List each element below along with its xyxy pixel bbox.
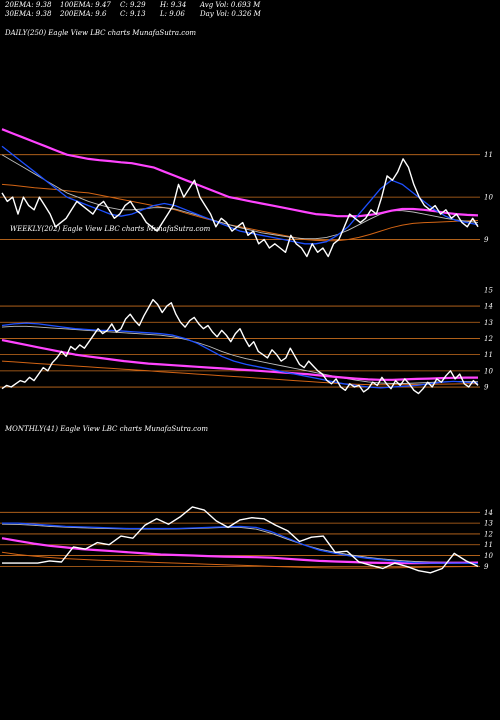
- weekly-y-tick-6: 9: [484, 384, 489, 392]
- stat-high: H: 9.34: [160, 1, 187, 9]
- stat-ema100: 100EMA: 9.47: [60, 1, 111, 9]
- stat-close-2: C: 9.13: [120, 10, 146, 18]
- daily-ema-blue-line: [1, 145, 479, 245]
- daily-y-tick-0: 11: [484, 151, 493, 159]
- stat-avg-vol: Avg Vol: 0.693 M: [200, 1, 261, 9]
- daily-y-tick-2: 9: [484, 236, 489, 244]
- monthly-chart-title: MONTHLY(41) Eagle View LBC charts Munafa…: [5, 425, 208, 433]
- monthly-ema-blue-line: [2, 522, 479, 565]
- stat-close-1: C: 9.29: [120, 1, 146, 9]
- weekly-y-tick-4: 11: [484, 351, 493, 359]
- monthly-y-tick-0: 14: [484, 509, 493, 517]
- monthly-y-tick-4: 10: [484, 552, 493, 560]
- monthly-ema-gray-line: [1, 523, 479, 564]
- daily-price-line: [1, 158, 479, 258]
- stat-low: L: 9.06: [160, 10, 185, 18]
- monthly-y-tick-2: 12: [484, 530, 493, 538]
- monthly-y-tick-1: 13: [484, 520, 493, 528]
- weekly-y-tick-1: 14: [484, 303, 493, 311]
- indicator-header: 20EMA: 9.38 100EMA: 9.47 C: 9.29 H: 9.34…: [5, 0, 495, 22]
- daily-ema-gray-line: [1, 154, 479, 240]
- weekly-ema-magenta-line: [1, 339, 478, 381]
- daily-ema-magenta-line: [1, 128, 479, 218]
- daily-ema-orange-line: [1, 183, 479, 242]
- stat-day-vol: Day Vol: 0.326 M: [200, 10, 261, 18]
- weekly-y-tick-2: 13: [484, 319, 493, 327]
- stat-ema200: 200EMA: 9.6: [60, 10, 107, 18]
- weekly-chart-title: WEEKLY(202) Eagle View LBC charts Munafa…: [10, 225, 211, 233]
- daily-y-tick-1: 10: [484, 194, 493, 202]
- weekly-ema-blue-line: [1, 322, 479, 389]
- weekly-panel: 15 14 13 12 11 10 9: [0, 286, 493, 395]
- weekly-price-line: [1, 298, 479, 395]
- weekly-y-tick-0: 15: [484, 286, 493, 294]
- stat-ema20: 20EMA: 9.38: [5, 1, 52, 9]
- monthly-panel: 14 13 12 11 10 9: [0, 506, 493, 574]
- weekly-y-tick-3: 12: [484, 335, 493, 343]
- daily-panel: 11 10 9: [0, 128, 493, 258]
- monthly-ema-magenta-line: [1, 537, 479, 565]
- monthly-ema-orange-line: [1, 551, 479, 569]
- weekly-y-tick-5: 10: [484, 367, 493, 375]
- monthly-price-line: [2, 506, 479, 574]
- daily-chart-title: DAILY(250) Eagle View LBC charts MunafaS…: [5, 29, 197, 37]
- stat-ema30: 30EMA: 9.38: [5, 10, 52, 18]
- monthly-y-tick-3: 11: [484, 541, 493, 549]
- monthly-y-tick-5: 9: [484, 563, 489, 571]
